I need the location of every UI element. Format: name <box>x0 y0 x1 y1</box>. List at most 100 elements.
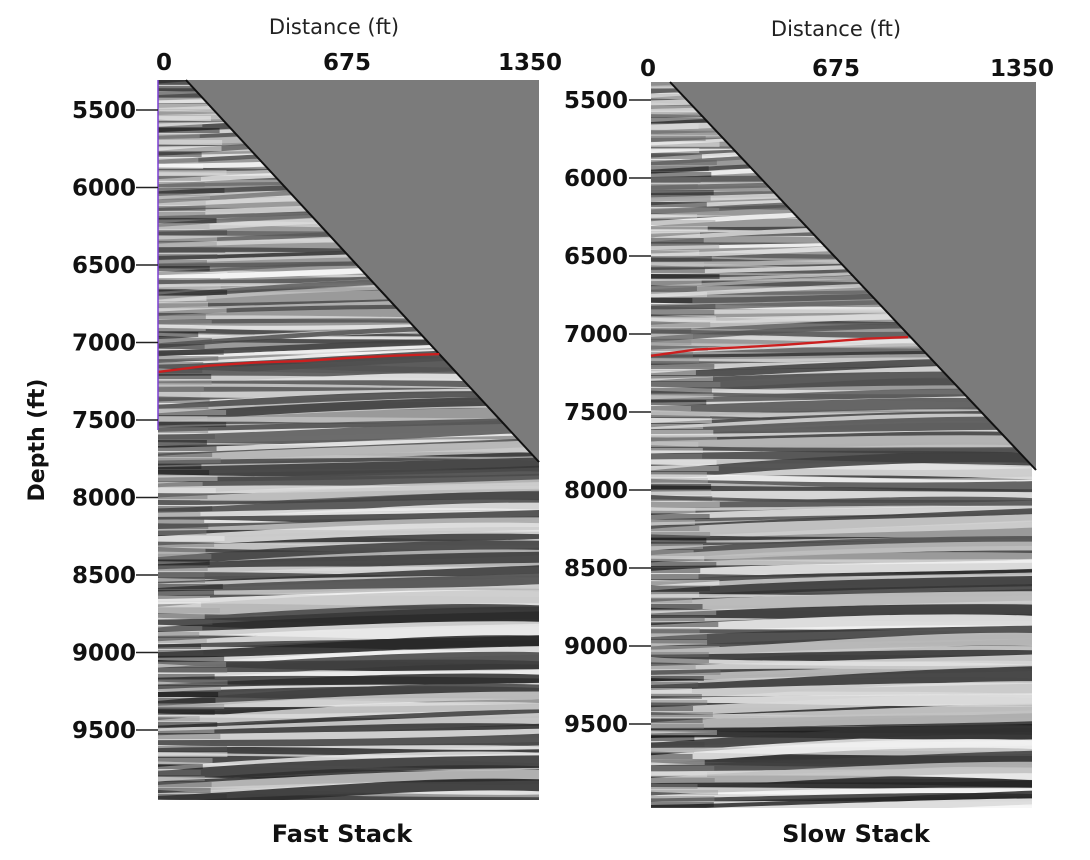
fast-near-well-noise <box>158 416 208 421</box>
fast-near-well-noise <box>158 440 207 445</box>
slow-near-well-noise <box>651 796 715 801</box>
slow-depth-tick-label: 6000 <box>564 166 628 192</box>
slow-near-well-noise <box>651 598 693 603</box>
slow-near-well-noise <box>651 718 703 723</box>
fast-reflector-band <box>158 635 539 664</box>
slow-near-well-noise <box>651 316 717 321</box>
fast-near-well-noise <box>158 98 226 103</box>
fast-near-well-noise <box>158 380 212 385</box>
slow-near-well-noise <box>651 496 713 501</box>
slow-reflector-band <box>651 750 1032 779</box>
fast-reflector-band <box>158 651 539 680</box>
slow-near-well-noise <box>651 646 720 651</box>
slow-near-well-noise <box>651 502 720 507</box>
fast-near-well-noise <box>158 728 215 733</box>
fast-near-well-noise <box>158 80 203 85</box>
fast-near-well-noise <box>158 362 204 367</box>
slow-near-well-noise <box>651 580 720 585</box>
slow-near-well-noise <box>651 190 714 195</box>
slow-reflector-band <box>651 559 1032 581</box>
fast-near-well-noise <box>158 182 205 187</box>
fast-near-well-noise <box>158 620 213 625</box>
slow-near-well-noise <box>651 298 693 303</box>
slow-reflector-band <box>651 490 1032 501</box>
fast-near-well-noise <box>158 404 209 409</box>
slow-depth-tick-label: 7500 <box>564 400 628 426</box>
slow-near-well-noise <box>651 244 720 249</box>
fast-reflector-band <box>158 589 539 621</box>
fast-depth-tick-label: 6500 <box>72 253 136 279</box>
fast-near-well-noise <box>158 614 205 619</box>
fast-near-well-noise <box>158 422 227 427</box>
fast-depth-tick-label: 7000 <box>72 331 136 357</box>
fast-depth-ticks: 5500 6000 6500 7000 7500 8000 8500 9000 9500 <box>72 98 158 744</box>
slow-near-well-noise <box>651 538 707 543</box>
slow-near-well-noise <box>651 526 700 531</box>
slow-near-well-noise <box>651 256 712 261</box>
fast-near-well-noise <box>158 656 225 661</box>
fast-near-well-noise <box>158 134 200 139</box>
slow-reflector-band <box>651 682 1032 702</box>
fast-near-well-noise <box>158 308 227 313</box>
fast-near-well-noise <box>158 632 200 637</box>
fast-near-well-noise <box>158 92 205 97</box>
slow-near-well-noise <box>651 484 712 489</box>
slow-reflector-band <box>651 694 1032 717</box>
slow-near-well-noise <box>651 514 710 519</box>
slow-reflector-band <box>651 604 1032 627</box>
fast-near-well-noise <box>158 260 207 265</box>
fast-near-well-noise <box>158 500 201 505</box>
slow-near-well-noise <box>651 550 694 555</box>
fast-reflector-band <box>158 522 539 548</box>
slow-near-well-noise <box>651 664 696 669</box>
fast-near-well-noise <box>158 746 228 751</box>
fast-reflector-band <box>158 611 539 640</box>
fast-near-well-noise <box>158 368 203 373</box>
slow-near-well-noise <box>651 472 707 477</box>
slow-near-well-noise <box>651 742 705 747</box>
slow-near-well-noise <box>651 616 705 621</box>
fast-near-well-noise <box>158 374 212 379</box>
slow-near-well-noise <box>651 196 711 201</box>
slow-near-well-noise <box>651 490 712 495</box>
fast-near-well-noise <box>158 254 218 259</box>
fast-near-well-noise <box>158 566 208 571</box>
slow-near-well-noise <box>651 556 705 561</box>
fast-near-well-noise <box>158 104 219 109</box>
fast-near-well-noise <box>158 140 223 145</box>
slow-near-well-noise <box>651 262 704 267</box>
slow-reflector-band <box>651 541 1032 565</box>
slow-depth-tick-label: 9000 <box>564 634 628 660</box>
slow-near-well-noise <box>651 352 693 357</box>
fast-near-well-noise <box>158 284 221 289</box>
fast-near-well-noise <box>158 206 206 211</box>
slow-horizon-line <box>650 335 909 357</box>
fast-near-well-noise <box>158 302 209 307</box>
fast-near-well-noise <box>158 782 212 787</box>
slow-near-well-noise <box>651 310 715 315</box>
slow-near-well-noise <box>651 790 719 795</box>
fast-near-well-noise <box>158 542 215 547</box>
slow-reflector-band <box>651 451 1032 481</box>
slow-near-well-noise <box>651 634 707 639</box>
slow-near-well-noise <box>651 148 700 153</box>
fast-near-well-noise <box>158 758 213 763</box>
fast-near-well-noise <box>158 518 205 523</box>
slow-reflector-band <box>651 761 1032 790</box>
fast-near-well-noise <box>158 788 211 793</box>
slow-near-well-noise <box>651 358 700 363</box>
fast-depth-tick-label: 9500 <box>72 718 136 744</box>
fast-reflector-band <box>158 778 539 800</box>
slow-near-well-noise <box>651 754 693 759</box>
fast-near-well-noise <box>158 602 202 607</box>
fast-near-well-noise <box>158 530 207 535</box>
slow-depth-ticks: 5500 6000 6500 7000 7500 8000 8500 9000 9500 <box>564 88 651 738</box>
fast-mask-edge <box>185 79 540 463</box>
slow-near-well-noise <box>651 640 708 645</box>
slow-stack-caption: Slow Stack <box>782 820 931 848</box>
fast-near-well-noise <box>158 464 202 469</box>
fast-depth-tick-label: 6000 <box>72 176 136 202</box>
slow-near-well-noise <box>651 220 716 225</box>
fast-near-well-noise <box>158 470 210 475</box>
depth-axis-title: Depth (ft) <box>25 379 50 502</box>
